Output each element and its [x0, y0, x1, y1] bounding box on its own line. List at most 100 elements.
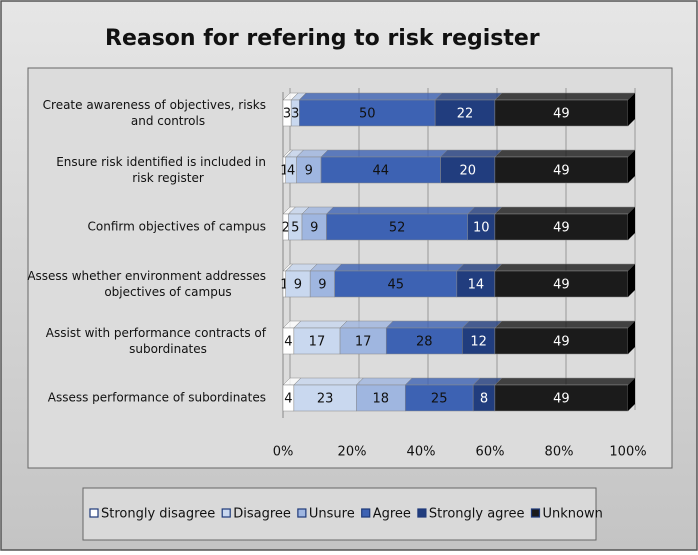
bar-top — [298, 92, 443, 101]
bar — [309, 270, 335, 298]
y-tick-label: Confirm objectives of campus — [88, 220, 266, 234]
data-label: 9 — [294, 278, 302, 293]
bar-side — [628, 264, 635, 297]
label-line: subordinates — [129, 342, 207, 356]
legend-label: Unknown — [542, 507, 602, 522]
x-tick-label: 60% — [476, 445, 505, 460]
bar-side — [628, 321, 635, 354]
legend-box — [82, 487, 597, 541]
bar-top — [339, 320, 394, 329]
legend-swatch — [417, 508, 427, 518]
data-label: 44 — [373, 164, 390, 179]
bar-top — [385, 320, 470, 329]
bar-top — [494, 206, 636, 215]
y-tick-label: Assist with performance contracts of subo… — [46, 326, 267, 356]
data-label: 14 — [468, 278, 485, 293]
legend-label: Unsure — [309, 507, 355, 522]
bar — [456, 270, 496, 298]
data-label: 4 — [284, 392, 292, 407]
label-line: Ensure risk identified is included in — [56, 155, 266, 169]
bar-top — [293, 377, 364, 386]
bar — [293, 384, 357, 412]
bar-top — [355, 377, 413, 386]
data-label: 10 — [473, 221, 490, 236]
data-label: 12 — [470, 335, 487, 350]
x-tick-label: 100% — [609, 445, 646, 460]
bar — [467, 213, 496, 241]
bar — [434, 99, 496, 127]
bar — [356, 384, 406, 412]
bar — [462, 327, 496, 355]
data-label: 4 — [284, 335, 292, 350]
data-label: 49 — [553, 221, 570, 236]
bar — [285, 270, 311, 298]
data-label: 49 — [553, 164, 570, 179]
label-line: risk register — [132, 171, 204, 185]
data-label: 17 — [309, 335, 326, 350]
data-label: 18 — [373, 392, 390, 407]
bar — [494, 213, 629, 241]
bar-side — [628, 378, 635, 411]
data-label: 1 — [280, 278, 288, 293]
bar — [385, 327, 463, 355]
data-label: 5 — [291, 221, 299, 236]
bar — [301, 213, 327, 241]
bar-top — [320, 149, 449, 158]
legend-swatch — [221, 508, 231, 518]
y-tick-label: Assess whether environment addresses obje… — [27, 269, 266, 299]
bar-top — [434, 92, 503, 101]
label-line: Create awareness of objectives, risks — [43, 98, 266, 112]
legend-swatch — [297, 508, 307, 518]
legend-label: Agree — [373, 507, 411, 522]
y-tick-label: Assess performance of subordinates — [48, 391, 266, 405]
bar — [494, 156, 629, 184]
legend-label: Disagree — [233, 507, 291, 522]
label-line: and controls — [131, 114, 205, 128]
chart-title: Reason for refering to risk register — [105, 26, 540, 51]
data-label: 52 — [389, 221, 406, 236]
bar — [293, 327, 341, 355]
data-label: 20 — [459, 164, 476, 179]
data-label: 45 — [387, 278, 404, 293]
bar-side — [628, 93, 635, 126]
bar-top — [334, 263, 465, 272]
bar — [494, 327, 629, 355]
label-line: Assess whether environment addresses — [27, 269, 266, 283]
bar-top — [439, 149, 503, 158]
bar — [334, 270, 458, 298]
x-tick-label: 20% — [338, 445, 367, 460]
bar-top — [494, 149, 636, 158]
bar-top — [494, 92, 636, 101]
bar — [494, 384, 629, 412]
data-label: 17 — [355, 335, 372, 350]
data-label: 4 — [287, 164, 295, 179]
label-line: Assist with performance contracts of — [46, 326, 267, 340]
data-label: 3 — [283, 107, 291, 122]
bar-top — [456, 263, 503, 272]
data-label: 50 — [359, 107, 376, 122]
data-label: 49 — [553, 392, 570, 407]
bar-top — [325, 206, 476, 215]
bar — [320, 156, 441, 184]
y-tick-label: Ensure risk identified is included in ris… — [56, 155, 266, 185]
data-label: 3 — [291, 107, 299, 122]
y-tick-label: Create awareness of objectives, risks and… — [43, 98, 266, 128]
bar-top — [494, 263, 636, 272]
bar — [440, 156, 496, 184]
data-label: 22 — [457, 107, 474, 122]
x-tick-label: 0% — [273, 445, 294, 460]
data-label: 9 — [318, 278, 326, 293]
data-label: 2 — [282, 221, 290, 236]
legend-swatch — [89, 508, 99, 518]
bar-side — [628, 150, 635, 183]
data-label: 49 — [553, 278, 570, 293]
bar-top — [293, 320, 348, 329]
bar-top — [494, 377, 636, 386]
bar — [299, 99, 436, 127]
data-label: 49 — [553, 335, 570, 350]
label-line: objectives of campus — [104, 285, 231, 299]
legend-label: Strongly disagree — [101, 507, 215, 522]
bar-side — [628, 207, 635, 240]
legend-label: Strongly agree — [429, 507, 525, 522]
